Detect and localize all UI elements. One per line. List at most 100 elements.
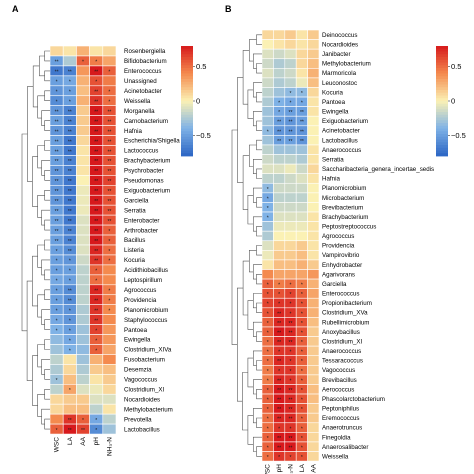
legend-swatch — [436, 114, 448, 118]
row-label: Planomicrobium — [322, 185, 366, 192]
heatmap-cell — [76, 65, 90, 77]
column-label: WSC — [54, 437, 61, 452]
legend-swatch — [436, 145, 448, 149]
significance-mark: ** — [55, 209, 59, 215]
significance-mark: ** — [55, 229, 59, 235]
heatmap-cell — [62, 374, 77, 385]
significance-mark: ** — [68, 159, 72, 165]
heatmap-cell — [76, 383, 90, 395]
row-label: Listeria — [124, 247, 145, 254]
row-label: Vampirovibrio — [322, 252, 360, 259]
row-label: Anaerotruncus — [322, 425, 362, 432]
significance-mark: * — [82, 60, 84, 66]
heatmap-cell — [273, 29, 286, 40]
row-label: Clostridium_XVa — [322, 310, 368, 317]
significance-mark: ** — [68, 199, 72, 205]
heatmap-cell — [102, 383, 117, 395]
legend-swatch — [181, 117, 193, 121]
row-label: Anoxybacillus — [322, 329, 360, 336]
significance-mark: * — [108, 259, 110, 265]
heatmap-cell — [273, 240, 286, 251]
heatmap-cell — [102, 403, 117, 415]
significance-mark: ** — [68, 109, 72, 115]
legend-swatch — [181, 123, 193, 127]
row-label: Methylobacterium — [124, 406, 173, 413]
legend-tick-label: 0 — [196, 97, 200, 106]
dendrogram-branch — [256, 34, 262, 45]
significance-mark: ** — [68, 289, 72, 295]
dendrogram-branch — [247, 300, 254, 330]
heatmap-cell — [284, 173, 297, 184]
row-label: Acidithiobacillus — [124, 267, 168, 274]
dendrogram-branch — [253, 159, 262, 174]
dendrogram-branch — [247, 415, 254, 445]
legend-swatch — [181, 153, 193, 157]
significance-mark: ** — [277, 120, 281, 126]
significance-mark: * — [267, 378, 269, 384]
heatmap-cell — [76, 403, 90, 415]
legend-swatch — [436, 147, 448, 151]
significance-mark: ** — [277, 407, 281, 413]
heatmap-cell — [76, 344, 90, 355]
heatmap-cell — [284, 29, 297, 40]
significance-mark: ** — [68, 169, 72, 175]
heatmap-cell — [307, 326, 320, 337]
significance-mark: ** — [289, 417, 293, 423]
legend-swatch — [436, 139, 448, 143]
row-label: Garciella — [124, 197, 149, 204]
significance-mark: ** — [289, 330, 293, 336]
row-label: Finegoldia — [322, 434, 351, 441]
row-label: Saccharibacteria_genera_incertae_sedis — [322, 166, 434, 173]
legend-swatch — [436, 84, 448, 88]
significance-mark: * — [278, 350, 280, 356]
legend-tick-label: 0.5 — [196, 62, 206, 71]
significance-mark: * — [267, 417, 269, 423]
heatmap-cell — [295, 259, 308, 270]
legend-swatch — [436, 136, 448, 140]
dendrogram-branch — [41, 110, 50, 126]
significance-mark: * — [267, 283, 269, 289]
legend-swatch — [181, 128, 193, 132]
significance-mark: ** — [300, 110, 304, 116]
heatmap-cell — [76, 45, 90, 57]
significance-mark: * — [95, 80, 97, 86]
column-label: AA — [80, 436, 87, 445]
significance-mark: ** — [55, 159, 59, 165]
significance-mark: ** — [289, 110, 293, 116]
heatmap-cell — [273, 87, 286, 98]
significance-mark: ** — [94, 100, 98, 106]
dendrogram-branch — [253, 293, 262, 309]
significance-mark: ** — [277, 388, 281, 394]
significance-mark: * — [69, 348, 71, 354]
row-label: Nocardioides — [322, 41, 358, 48]
significance-mark: * — [56, 269, 58, 275]
heatmap-cell — [307, 77, 320, 88]
significance-mark: * — [56, 90, 58, 96]
row-label: Marmoricola — [322, 70, 357, 77]
heatmap-cell — [76, 135, 90, 146]
column-label: pH — [276, 464, 283, 473]
heatmap-cell — [307, 288, 320, 299]
dendrogram-branch — [237, 77, 244, 183]
legend-swatch — [181, 90, 193, 94]
significance-mark: * — [267, 455, 269, 461]
significance-mark: * — [267, 196, 269, 202]
significance-mark: ** — [94, 169, 98, 175]
dendrogram-branch — [249, 39, 257, 62]
significance-mark: ** — [107, 219, 111, 225]
significance-mark: ** — [55, 239, 59, 245]
legend-swatch — [181, 109, 193, 113]
heatmap-cell — [307, 135, 320, 146]
significance-mark: * — [108, 100, 110, 106]
dendrogram-branch — [32, 65, 40, 108]
heatmap-cell — [49, 393, 64, 405]
significance-mark: ** — [68, 428, 72, 434]
significance-mark: * — [69, 388, 71, 394]
dendrogram-branch — [231, 129, 238, 345]
significance-mark: * — [95, 428, 97, 434]
heatmap-cell — [76, 254, 90, 266]
dendrogram-branch — [253, 436, 262, 452]
legend-swatch — [181, 114, 193, 118]
significance-mark: ** — [94, 159, 98, 165]
dendrogram-branch — [253, 408, 262, 424]
